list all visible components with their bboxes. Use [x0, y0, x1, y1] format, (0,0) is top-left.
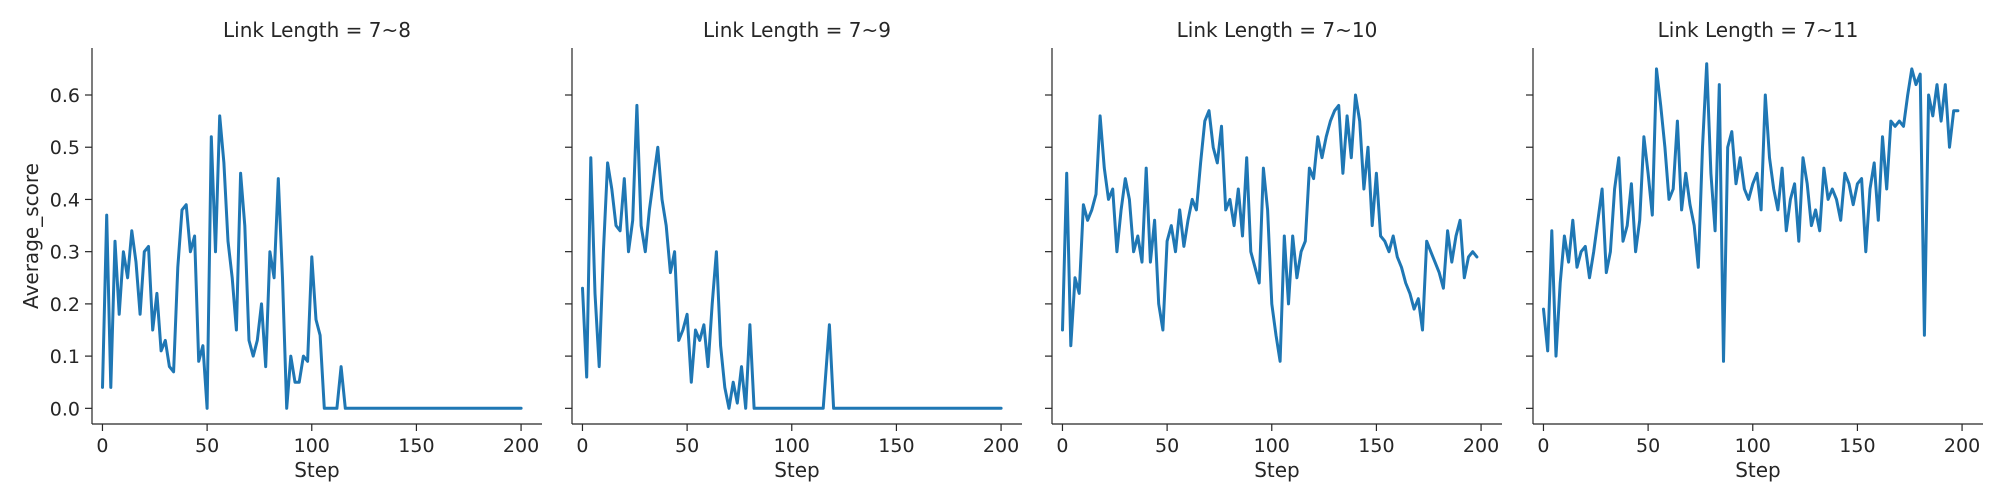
- y-tick-label: 0.6: [50, 85, 80, 107]
- chart-title: Link Length = 7~8: [223, 18, 411, 42]
- x-tick-label: 50: [1155, 435, 1179, 457]
- y-tick-label: 0.0: [50, 398, 80, 420]
- x-axis-label: Step: [774, 458, 820, 482]
- chart-panel-2: Link Length = 7~9 0 50 100 150 200 Step: [565, 18, 1022, 482]
- x-tick-label: 200: [983, 435, 1019, 457]
- series-line-1: [101, 114, 523, 410]
- x-axis-label: Step: [1254, 458, 1300, 482]
- x-tick-label: 200: [1944, 435, 1980, 457]
- chart-title: Link Length = 7~11: [1658, 18, 1859, 42]
- x-axis-label: Step: [1735, 458, 1781, 482]
- x-tick-label: 100: [1254, 435, 1290, 457]
- x-tick-label: 150: [1358, 435, 1394, 457]
- x-tick-label: 200: [1463, 435, 1499, 457]
- y-tick-label: 0.1: [50, 346, 80, 368]
- x-tick-label: 150: [1839, 435, 1875, 457]
- x-tick-label: 100: [294, 435, 330, 457]
- y-tick-label: 0.4: [50, 189, 80, 211]
- y-tick-label: 0.5: [50, 137, 80, 159]
- chart-title: Link Length = 7~10: [1177, 18, 1378, 42]
- x-tick-label: 150: [398, 435, 434, 457]
- x-tick-label: 50: [195, 435, 219, 457]
- x-tick-label: 200: [503, 435, 539, 457]
- chart-title: Link Length = 7~9: [703, 18, 891, 42]
- x-tick-label: 0: [576, 435, 588, 457]
- x-tick-label: 0: [96, 435, 108, 457]
- series-line-1: [1061, 93, 1479, 363]
- x-tick-label: 100: [1735, 435, 1771, 457]
- x-tick-label: 150: [878, 435, 914, 457]
- y-axis-label: Average_score: [19, 163, 43, 309]
- x-tick-label: 50: [1636, 435, 1660, 457]
- y-tick-label: 0.3: [50, 242, 80, 264]
- x-axis-label: Step: [294, 458, 340, 482]
- chart-panel-1: Link Length = 7~8 0 50 100 150 200 0.0 0.1 0.2 0.…: [19, 18, 542, 482]
- y-tick-label: 0.2: [50, 294, 80, 316]
- series-line-1: [1542, 62, 1960, 363]
- series-line-1: [581, 103, 1003, 410]
- x-tick-label: 50: [675, 435, 699, 457]
- x-tick-label: 100: [774, 435, 810, 457]
- x-tick-label: 0: [1537, 435, 1549, 457]
- x-tick-label: 0: [1056, 435, 1068, 457]
- chart-panel-3: Link Length = 7~10 0 50 100 150 200 Step: [1045, 18, 1502, 482]
- chart-panel-4: Link Length = 7~11 0 50 100 150 200 Step: [1526, 18, 1983, 482]
